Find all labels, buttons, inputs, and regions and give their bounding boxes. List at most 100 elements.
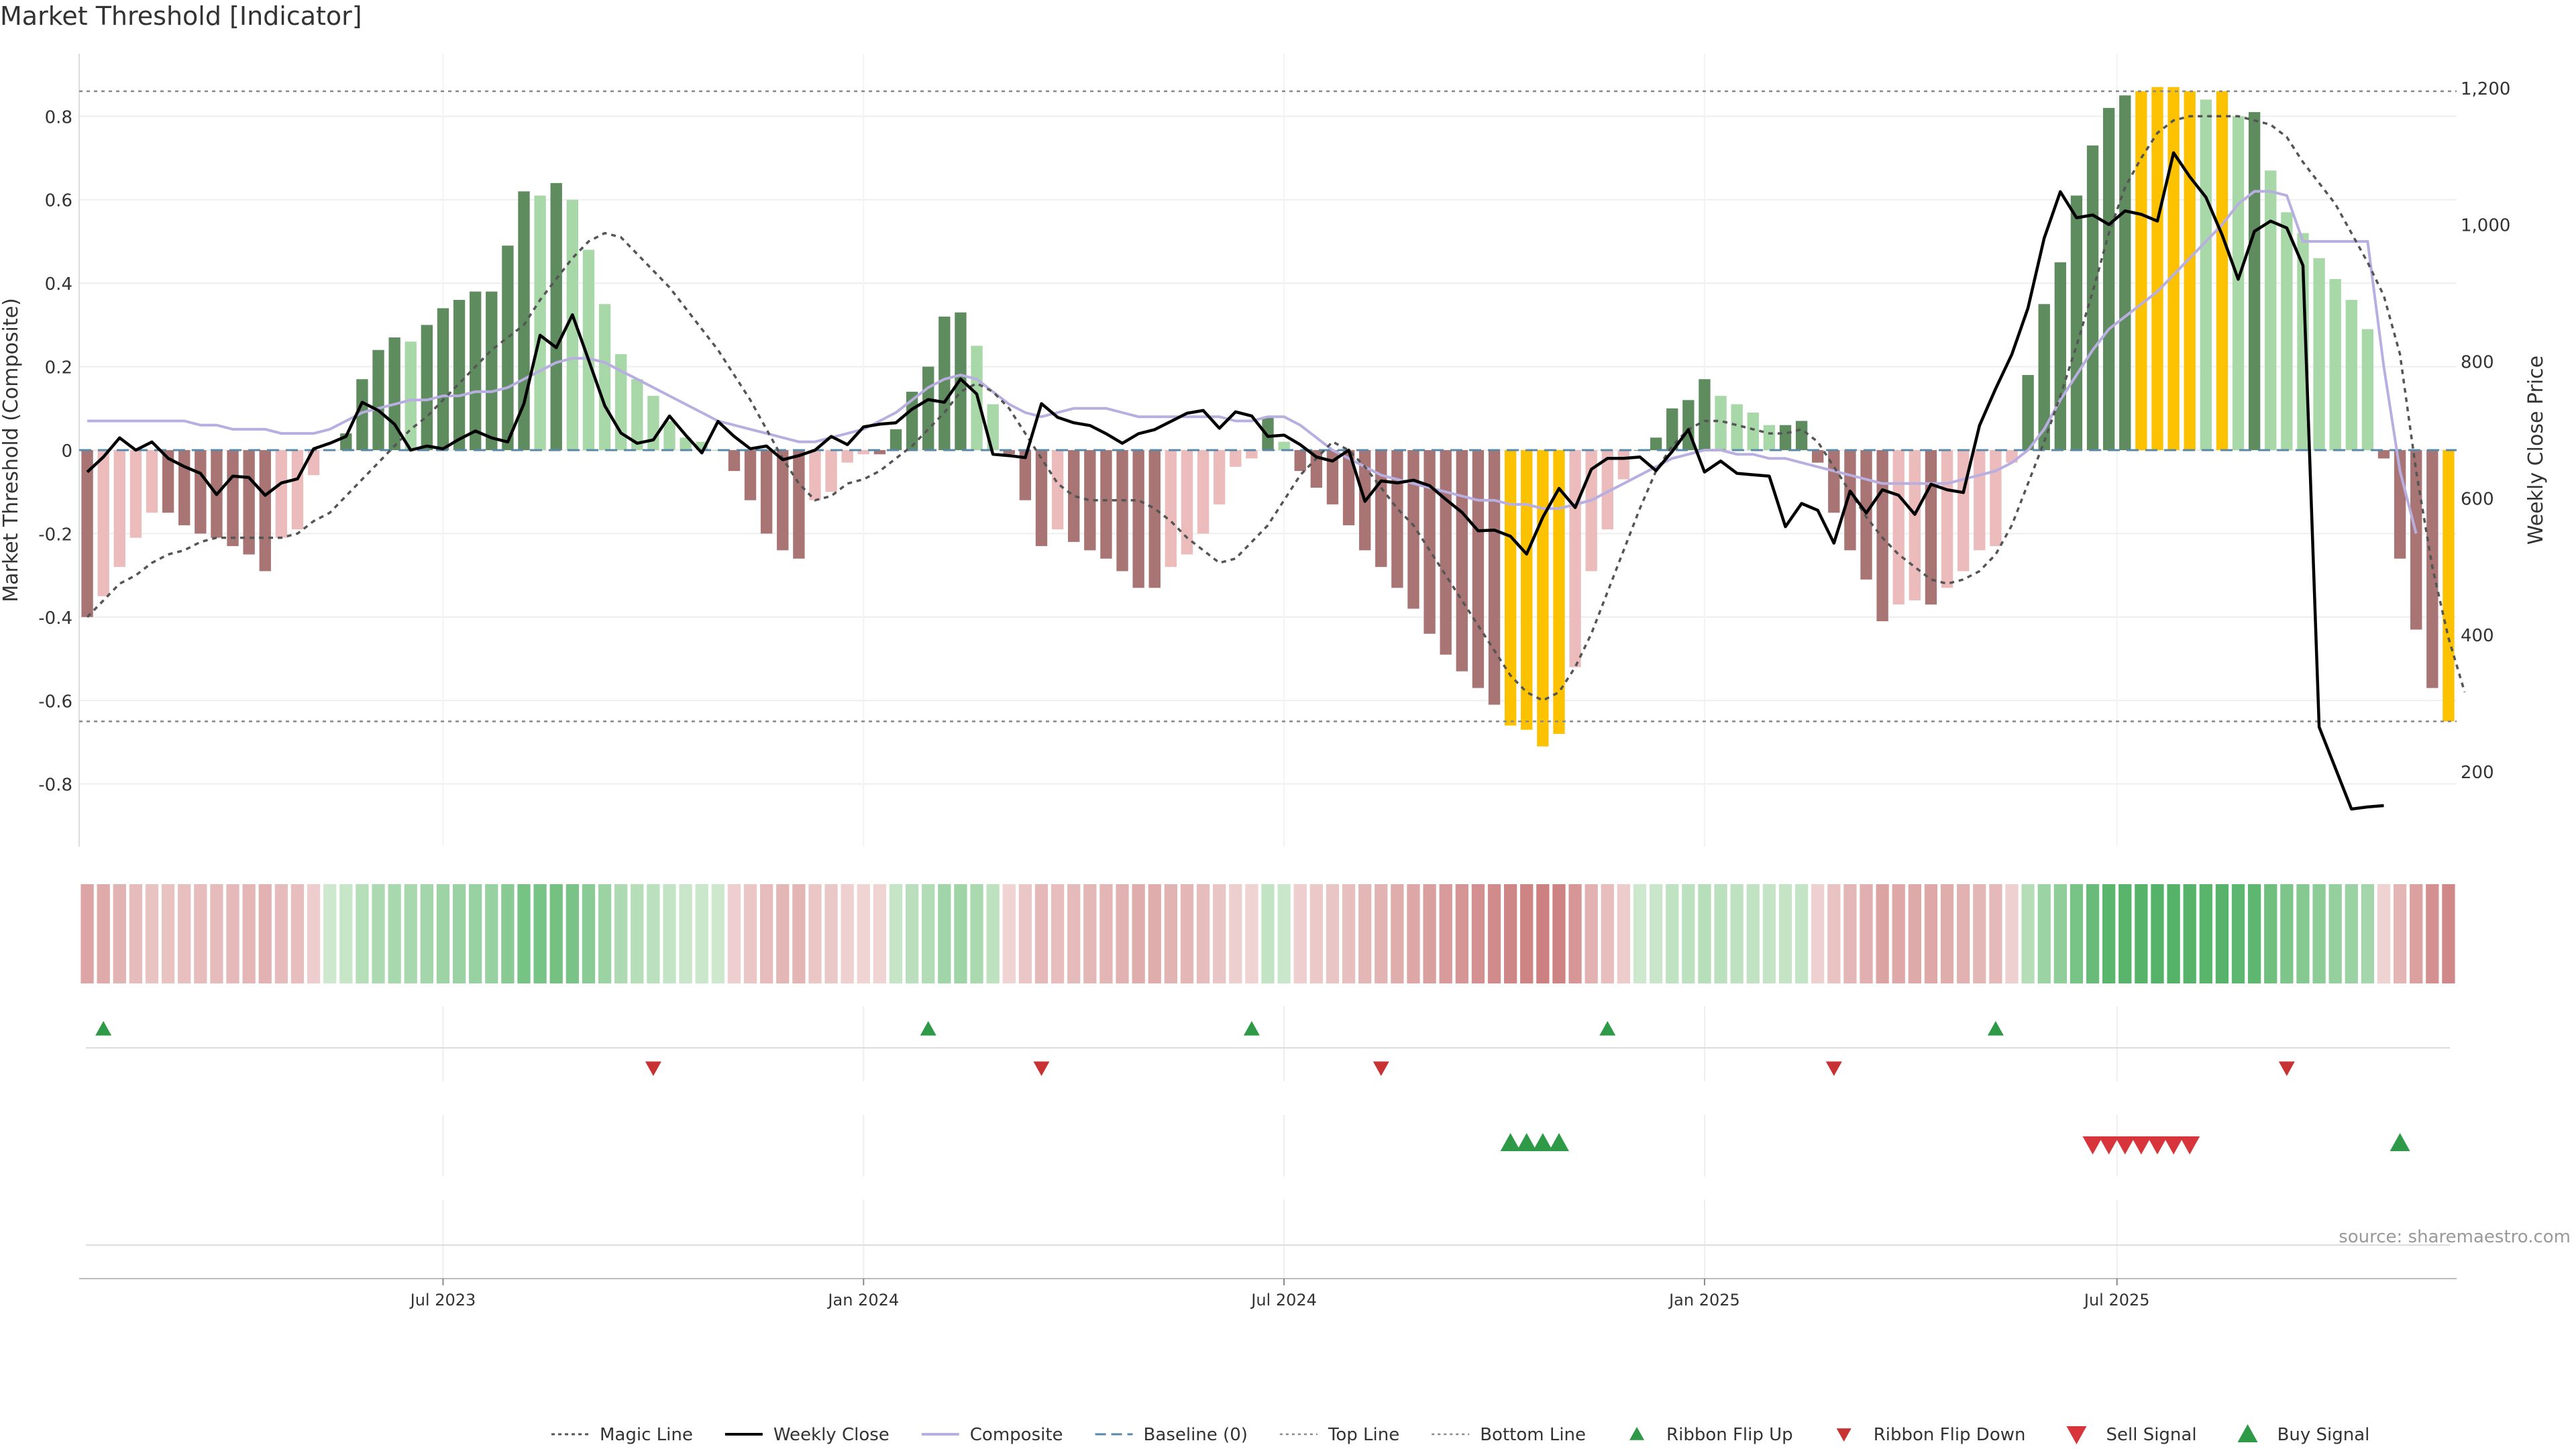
composite-bar (162, 450, 174, 513)
left-axis-tick-label: 0.2 (45, 358, 72, 378)
ribbon-cell (388, 884, 401, 983)
ribbon-cell (1552, 884, 1566, 983)
ribbon-cell (80, 884, 94, 983)
ribbon-cell (1002, 884, 1016, 983)
composite-bar (2248, 112, 2261, 451)
ribbon-cell (1164, 884, 1177, 983)
ribbon-cell (1245, 884, 1258, 983)
composite-bar (1068, 450, 1080, 542)
ribbon-cell (1099, 884, 1113, 983)
ribbon-cell (986, 884, 1000, 983)
ribbon-cell (2231, 884, 2245, 983)
ribbon-cell (1503, 884, 1517, 983)
legend-label: Bottom Line (1480, 1425, 1586, 1445)
legend-flip-up-swatch (1629, 1427, 1645, 1440)
composite-bar (2022, 375, 2034, 450)
left-axis-tick-label: -0.4 (38, 608, 72, 629)
ribbon-cell (290, 884, 305, 983)
x-axis-tick-label: Jan 2024 (826, 1291, 899, 1309)
composite-bar (1035, 450, 1048, 547)
composite-bar (2265, 170, 2277, 451)
ribbon-cell (1730, 884, 1743, 983)
ribbon-cell (1213, 884, 1226, 983)
left-axis-tick-label: 0.6 (45, 191, 72, 211)
ribbon-cell (2183, 884, 2196, 983)
composite-bar (1148, 450, 1161, 588)
composite-bar (81, 450, 93, 617)
ribbon-cell (954, 884, 967, 983)
composite-bar (1876, 450, 1888, 622)
ribbon-cell (1601, 884, 1614, 983)
ribbon-cell (841, 884, 854, 983)
composite-bar (1553, 450, 1565, 735)
ribbon-cell (1261, 884, 1275, 983)
composite-bar (2038, 304, 2050, 450)
composite-bar (890, 429, 902, 450)
composite-bar (1537, 450, 1549, 747)
composite-bar (1342, 450, 1355, 525)
ribbon-cell (452, 884, 466, 983)
ribbon-cell (194, 884, 207, 983)
composite-bar (1197, 450, 1210, 534)
ribbon-cell (1116, 884, 1129, 983)
ribbon-cell (582, 884, 596, 983)
composite-bar (2345, 300, 2357, 450)
sell-signal-marker (2163, 1136, 2184, 1155)
ribbon-cell (1649, 884, 1663, 983)
ribbon-cell (631, 884, 644, 983)
ribbon-cell (113, 884, 126, 983)
ribbon-cell (1277, 884, 1291, 983)
composite-bar (2070, 195, 2083, 450)
ribbon-cell (1407, 884, 1420, 983)
ribbon-cell (2037, 884, 2051, 983)
ribbon-cell (824, 884, 838, 983)
composite-bar (922, 366, 934, 450)
ribbon-cell (566, 884, 579, 983)
ribbon-cell (2345, 884, 2358, 983)
composite-bar (809, 450, 821, 500)
ribbon-cell (2021, 884, 2035, 983)
ribbon-cell (922, 884, 935, 983)
ribbon-cell (1148, 884, 1161, 983)
composite-bar (1585, 450, 1597, 572)
ribbon-cell (145, 884, 159, 983)
ribbon-cell (1843, 884, 1857, 983)
composite-bar (1100, 450, 1112, 559)
ribbon-cell (307, 884, 321, 983)
ribbon-cell (873, 884, 887, 983)
ribbon-cell (2151, 884, 2164, 983)
left-axis-tick-label: 0 (61, 441, 72, 462)
ribbon-flip-up-marker (1243, 1021, 1260, 1036)
ribbon-flip-up-marker (920, 1021, 936, 1036)
composite-bar (1051, 450, 1064, 530)
composite-bar (728, 450, 741, 472)
buy-signal-marker (2390, 1133, 2410, 1151)
left-axis-tick-label: 0.4 (45, 274, 72, 294)
ribbon-cell (404, 884, 417, 983)
composite-bar (2232, 116, 2245, 450)
composite-bar (405, 341, 417, 450)
ribbon-cell (420, 884, 433, 983)
ribbon-flip-down-marker (1033, 1061, 1050, 1076)
ribbon-flip-down-marker (1825, 1061, 1842, 1076)
composite-bar (2443, 450, 2455, 722)
ribbon-cell (1714, 884, 1727, 983)
x-axis-tick-label: Jul 2025 (2083, 1291, 2150, 1309)
ribbon-cell (178, 884, 191, 983)
composite-bar (195, 450, 207, 534)
ribbon-cell (2086, 884, 2100, 983)
ribbon-cell (2053, 884, 2067, 983)
composite-bar (1990, 450, 2002, 547)
composite-bar (2329, 278, 2341, 450)
ribbon-flip-down-marker (645, 1061, 661, 1076)
composite-bar (1084, 450, 1096, 551)
composite-bar (146, 450, 158, 513)
ribbon-cell (2102, 884, 2116, 983)
magic-line (86, 115, 2466, 702)
composite-bar (1246, 450, 1258, 459)
composite-bar (1957, 450, 1970, 572)
ribbon-cell (1811, 884, 1825, 983)
composite-bar (97, 450, 109, 596)
composite-bar (1779, 425, 1792, 450)
